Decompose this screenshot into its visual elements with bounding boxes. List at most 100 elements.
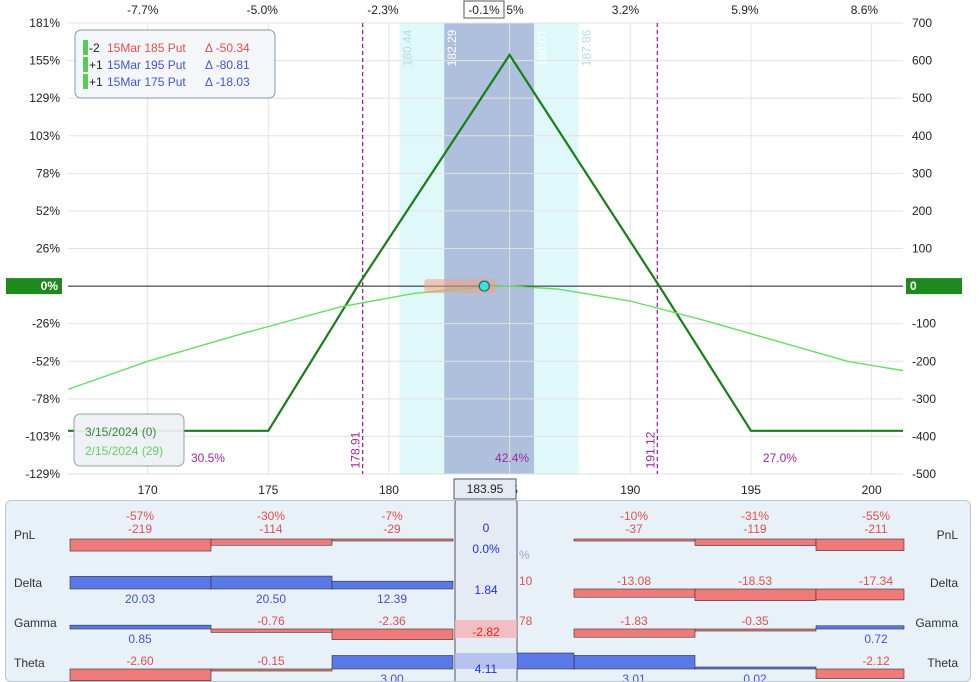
center-metric-value: 1.84 <box>474 583 498 597</box>
leg-delta: Δ -80.81 <box>205 58 250 72</box>
left-axis-label: 129% <box>29 91 60 105</box>
right-axis-label: 300 <box>912 166 932 180</box>
center-metric-value: 4.11 <box>475 662 498 676</box>
row-label-left: PnL <box>14 528 36 542</box>
metric-bar <box>815 625 905 630</box>
leg-quantity: +1 <box>89 58 103 72</box>
current-price-box <box>453 478 517 500</box>
current-price-marker[interactable] <box>478 280 490 292</box>
payoff-chart[interactable]: 180.44 182.29 186.01 187.86 178.91 191.12 30.5… <box>0 0 979 500</box>
right-axis-label: 200 <box>912 204 932 218</box>
metric-bar <box>573 538 696 542</box>
metric-bar <box>573 588 696 598</box>
pnl-percent: -7% <box>381 509 403 523</box>
left-axis-label: -52% <box>32 354 60 368</box>
row-label-left: Gamma <box>14 616 57 630</box>
right-axis-label: 0 <box>910 279 917 293</box>
leg-description: 15Mar 185 Put <box>107 41 186 55</box>
center-metric-value: -2.82 <box>472 625 500 639</box>
row-label-right: Theta <box>927 656 958 670</box>
top-current-pct-box <box>463 0 505 19</box>
pnl-percent: -30% <box>257 509 285 523</box>
pnl-value: -211 <box>864 522 887 536</box>
right-axis-label: 700 <box>912 16 932 30</box>
leg-color-swatch <box>83 57 88 72</box>
payoff-today-line <box>67 285 904 391</box>
leg-quantity: -2 <box>89 41 100 55</box>
probability-label: 42.4% <box>495 451 529 465</box>
metric-bar <box>516 652 575 670</box>
metric-bar <box>331 580 454 590</box>
pnl-value: -29 <box>383 522 401 536</box>
row-label-right: Delta <box>930 576 958 590</box>
metric-value: -13.08 <box>617 574 651 588</box>
metric-value: -1.83 <box>620 614 648 628</box>
leg-description: 15Mar 195 Put <box>107 58 186 72</box>
breakeven-label: 191.12 <box>643 431 657 468</box>
top-axis-label: -7.7% <box>127 3 159 17</box>
metric-value: -2.36 <box>378 614 406 628</box>
metric-bar <box>69 538 212 552</box>
x-axis-label: 190 <box>620 483 640 497</box>
metric-value: -18.53 <box>738 574 772 588</box>
leg-color-swatch <box>83 40 88 55</box>
right-axis-label: 100 <box>912 242 932 256</box>
left-axis-label: 0% <box>41 279 59 293</box>
pnl-value: -37 <box>625 522 643 536</box>
metric-value: 0.02 <box>743 672 767 681</box>
left-axis-label: 181% <box>29 16 60 30</box>
right-axis-label: 500 <box>912 91 932 105</box>
probability-label: 30.5% <box>191 451 225 465</box>
left-axis-label: 52% <box>36 204 60 218</box>
left-axis-label: 26% <box>36 242 60 256</box>
band-label: 182.29 <box>445 29 459 66</box>
metric-value: -2.60 <box>126 654 154 668</box>
x-axis-label: 175 <box>258 483 278 497</box>
metric-value: 12.39 <box>377 592 407 606</box>
date-legend-item: 2/15/2024 (29) <box>85 444 163 458</box>
metric-bar <box>815 588 905 601</box>
date-legend-item: 3/15/2024 (0) <box>85 425 156 439</box>
pnl-percent: -55% <box>862 509 890 523</box>
pnl-value: -219 <box>128 522 152 536</box>
pnl-percent: -10% <box>620 509 648 523</box>
pnl-percent: -57% <box>126 509 154 523</box>
top-axis-label: -5.0% <box>247 3 279 17</box>
metric-bar <box>694 666 817 670</box>
band-label: 186.01 <box>535 29 549 66</box>
leg-delta: Δ -50.34 <box>205 41 250 55</box>
top-current-pct-label: -0.1% <box>468 3 500 17</box>
metric-value: 3.00 <box>380 672 404 681</box>
left-axis-label: 103% <box>29 129 60 143</box>
metric-bar <box>694 628 817 632</box>
payoff-at-expiry-line <box>68 52 903 432</box>
price-range-highlight <box>424 279 497 294</box>
left-axis-label: 78% <box>36 166 60 180</box>
top-axis-label: -2.3% <box>367 3 399 17</box>
row-label-left: Theta <box>14 656 45 670</box>
left-axis-label: -129% <box>25 467 60 481</box>
left-axis-label: -26% <box>32 317 60 331</box>
left-axis-label: -78% <box>32 392 60 406</box>
row-label-right: PnL <box>937 528 959 542</box>
x-axis-label: 200 <box>862 483 882 497</box>
metric-bar <box>815 538 905 551</box>
legs-legend-box <box>74 29 276 99</box>
metric-value: -0.35 <box>741 614 769 628</box>
band-label: 187.86 <box>580 29 594 66</box>
metric-bar <box>210 628 333 633</box>
center-highlight <box>455 620 517 638</box>
metric-value: 20.50 <box>256 592 286 606</box>
metric-bar <box>694 538 817 546</box>
metric-value: -2.12 <box>862 654 890 668</box>
hidden-value-fragment: 78 <box>519 614 533 628</box>
current-price-label: 183.95 <box>467 482 504 496</box>
leg-quantity: +1 <box>89 75 103 89</box>
date-legend-box <box>73 413 185 467</box>
right-axis-label: -500 <box>912 467 936 481</box>
metric-value: 3.01 <box>622 672 646 681</box>
metric-value: -0.76 <box>257 614 285 628</box>
metric-bar <box>210 538 333 546</box>
pnl-value: -114 <box>259 522 282 536</box>
